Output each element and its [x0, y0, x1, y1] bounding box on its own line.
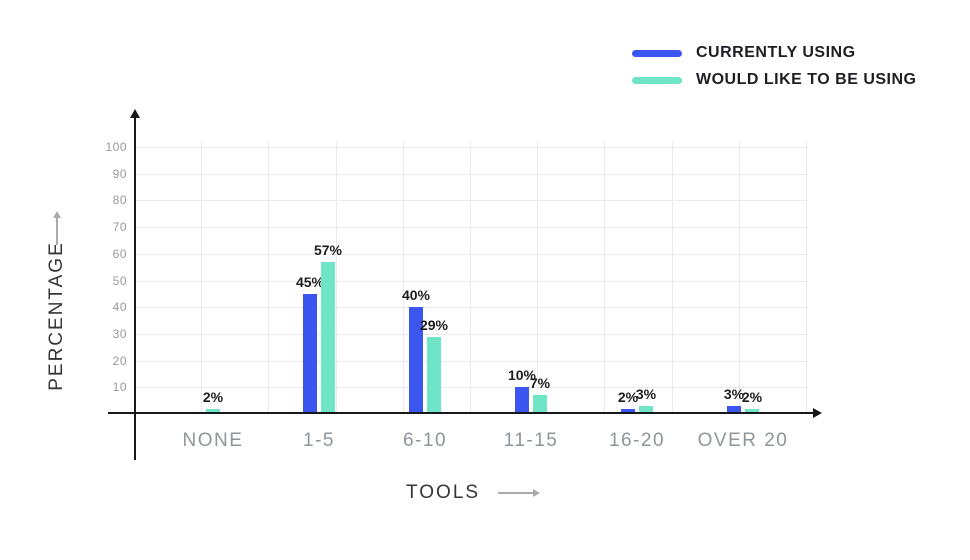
bar-value-label: 29% [419, 316, 449, 333]
x-axis-title: TOOLS [406, 482, 481, 503]
bar-currently-using [621, 408, 635, 414]
y-axis-tick-label: 10 [112, 380, 127, 395]
y-axis-up-arrow-icon [53, 211, 60, 245]
legend-item: CURRENTLY USING [632, 44, 916, 61]
x-axis-right-arrow-icon [498, 489, 541, 496]
bar-would-like-to-be-using [206, 408, 220, 414]
x-axis-arrow-icon [813, 408, 822, 418]
gridline-vertical [470, 141, 471, 414]
bar-value-label: 40% [401, 287, 431, 304]
gridline-horizontal [135, 333, 807, 335]
x-axis-category-label: 11-15 [503, 430, 559, 451]
x-axis-title-group: TOOLS [406, 482, 541, 504]
y-axis-tick-label: 60 [112, 246, 127, 261]
bar-would-like-to-be-using [321, 261, 335, 414]
gridline-vertical [671, 141, 673, 414]
gridline-horizontal [135, 147, 807, 148]
bar-would-like-to-be-using [639, 406, 653, 414]
legend-swatch-icon [632, 49, 682, 57]
legend-swatch-icon [632, 76, 682, 84]
y-axis-line [134, 117, 136, 460]
x-axis-category-label: 16-20 [608, 430, 666, 451]
y-axis-tick-label: 30 [112, 326, 127, 341]
bar-currently-using [727, 406, 741, 414]
y-axis-title: PERCENTAGE [46, 241, 67, 391]
bar-currently-using [409, 307, 423, 414]
gridline-vertical [604, 141, 606, 414]
gridline-vertical [537, 141, 539, 414]
bar-value-label: 7% [529, 375, 551, 392]
gridline-vertical [402, 141, 404, 414]
gridline-vertical [738, 141, 740, 414]
bar-value-label: 2% [741, 388, 763, 405]
gridline-horizontal [135, 307, 807, 309]
gridline-horizontal [135, 173, 807, 175]
bar-would-like-to-be-using [745, 408, 759, 414]
y-axis-tick-label: 70 [112, 220, 127, 235]
y-axis-tick-label: 90 [112, 166, 127, 181]
gridline-vertical [335, 141, 337, 414]
y-axis-tick-label: 100 [105, 140, 127, 154]
gridline-horizontal [135, 200, 807, 202]
bar-value-label: 57% [313, 241, 343, 258]
y-axis-arrow-icon [130, 109, 140, 118]
y-axis-tick-label: 50 [112, 273, 127, 288]
bar-would-like-to-be-using [427, 336, 441, 414]
gridline-horizontal [135, 227, 807, 229]
bar-value-label: 10% [507, 367, 537, 384]
y-axis-tick-label: 40 [112, 300, 127, 315]
legend: CURRENTLY USING WOULD LIKE TO BE USING [632, 44, 917, 88]
gridline-horizontal [135, 280, 807, 282]
bar-currently-using [303, 293, 317, 414]
x-axis-category-label: 1-5 [303, 430, 335, 451]
bar-value-label: 3% [635, 386, 657, 402]
y-axis-tick-label: 80 [112, 193, 127, 208]
bar-value-label: 45% [295, 273, 325, 290]
x-axis-category-label: OVER 20 [697, 430, 789, 451]
gridline-horizontal [135, 253, 807, 255]
bar-currently-using [515, 387, 529, 414]
gridline-vertical [806, 141, 807, 414]
x-axis-category-label: 6-10 [402, 430, 448, 451]
legend-label: WOULD LIKE TO BE USING [696, 71, 917, 88]
bar-value-label: 2% [617, 388, 639, 405]
x-axis-line [108, 412, 814, 414]
gridline-horizontal [135, 360, 807, 362]
bar-value-label: 3% [723, 386, 745, 402]
y-axis-tick-label: 20 [112, 353, 127, 368]
legend-item: WOULD LIKE TO BE USING [632, 71, 917, 88]
plot-area: 2% 45% 57% 40% 29% 10% 7% 2% 3% 3% 2% [135, 141, 807, 414]
gridline-vertical [201, 141, 203, 414]
bar-would-like-to-be-using [533, 395, 547, 414]
bar-value-label: 2% [202, 388, 224, 405]
gridline-vertical [268, 141, 270, 414]
gridline-horizontal [135, 387, 807, 389]
x-axis-category-label: NONE [182, 430, 244, 451]
legend-label: CURRENTLY USING [696, 44, 856, 61]
